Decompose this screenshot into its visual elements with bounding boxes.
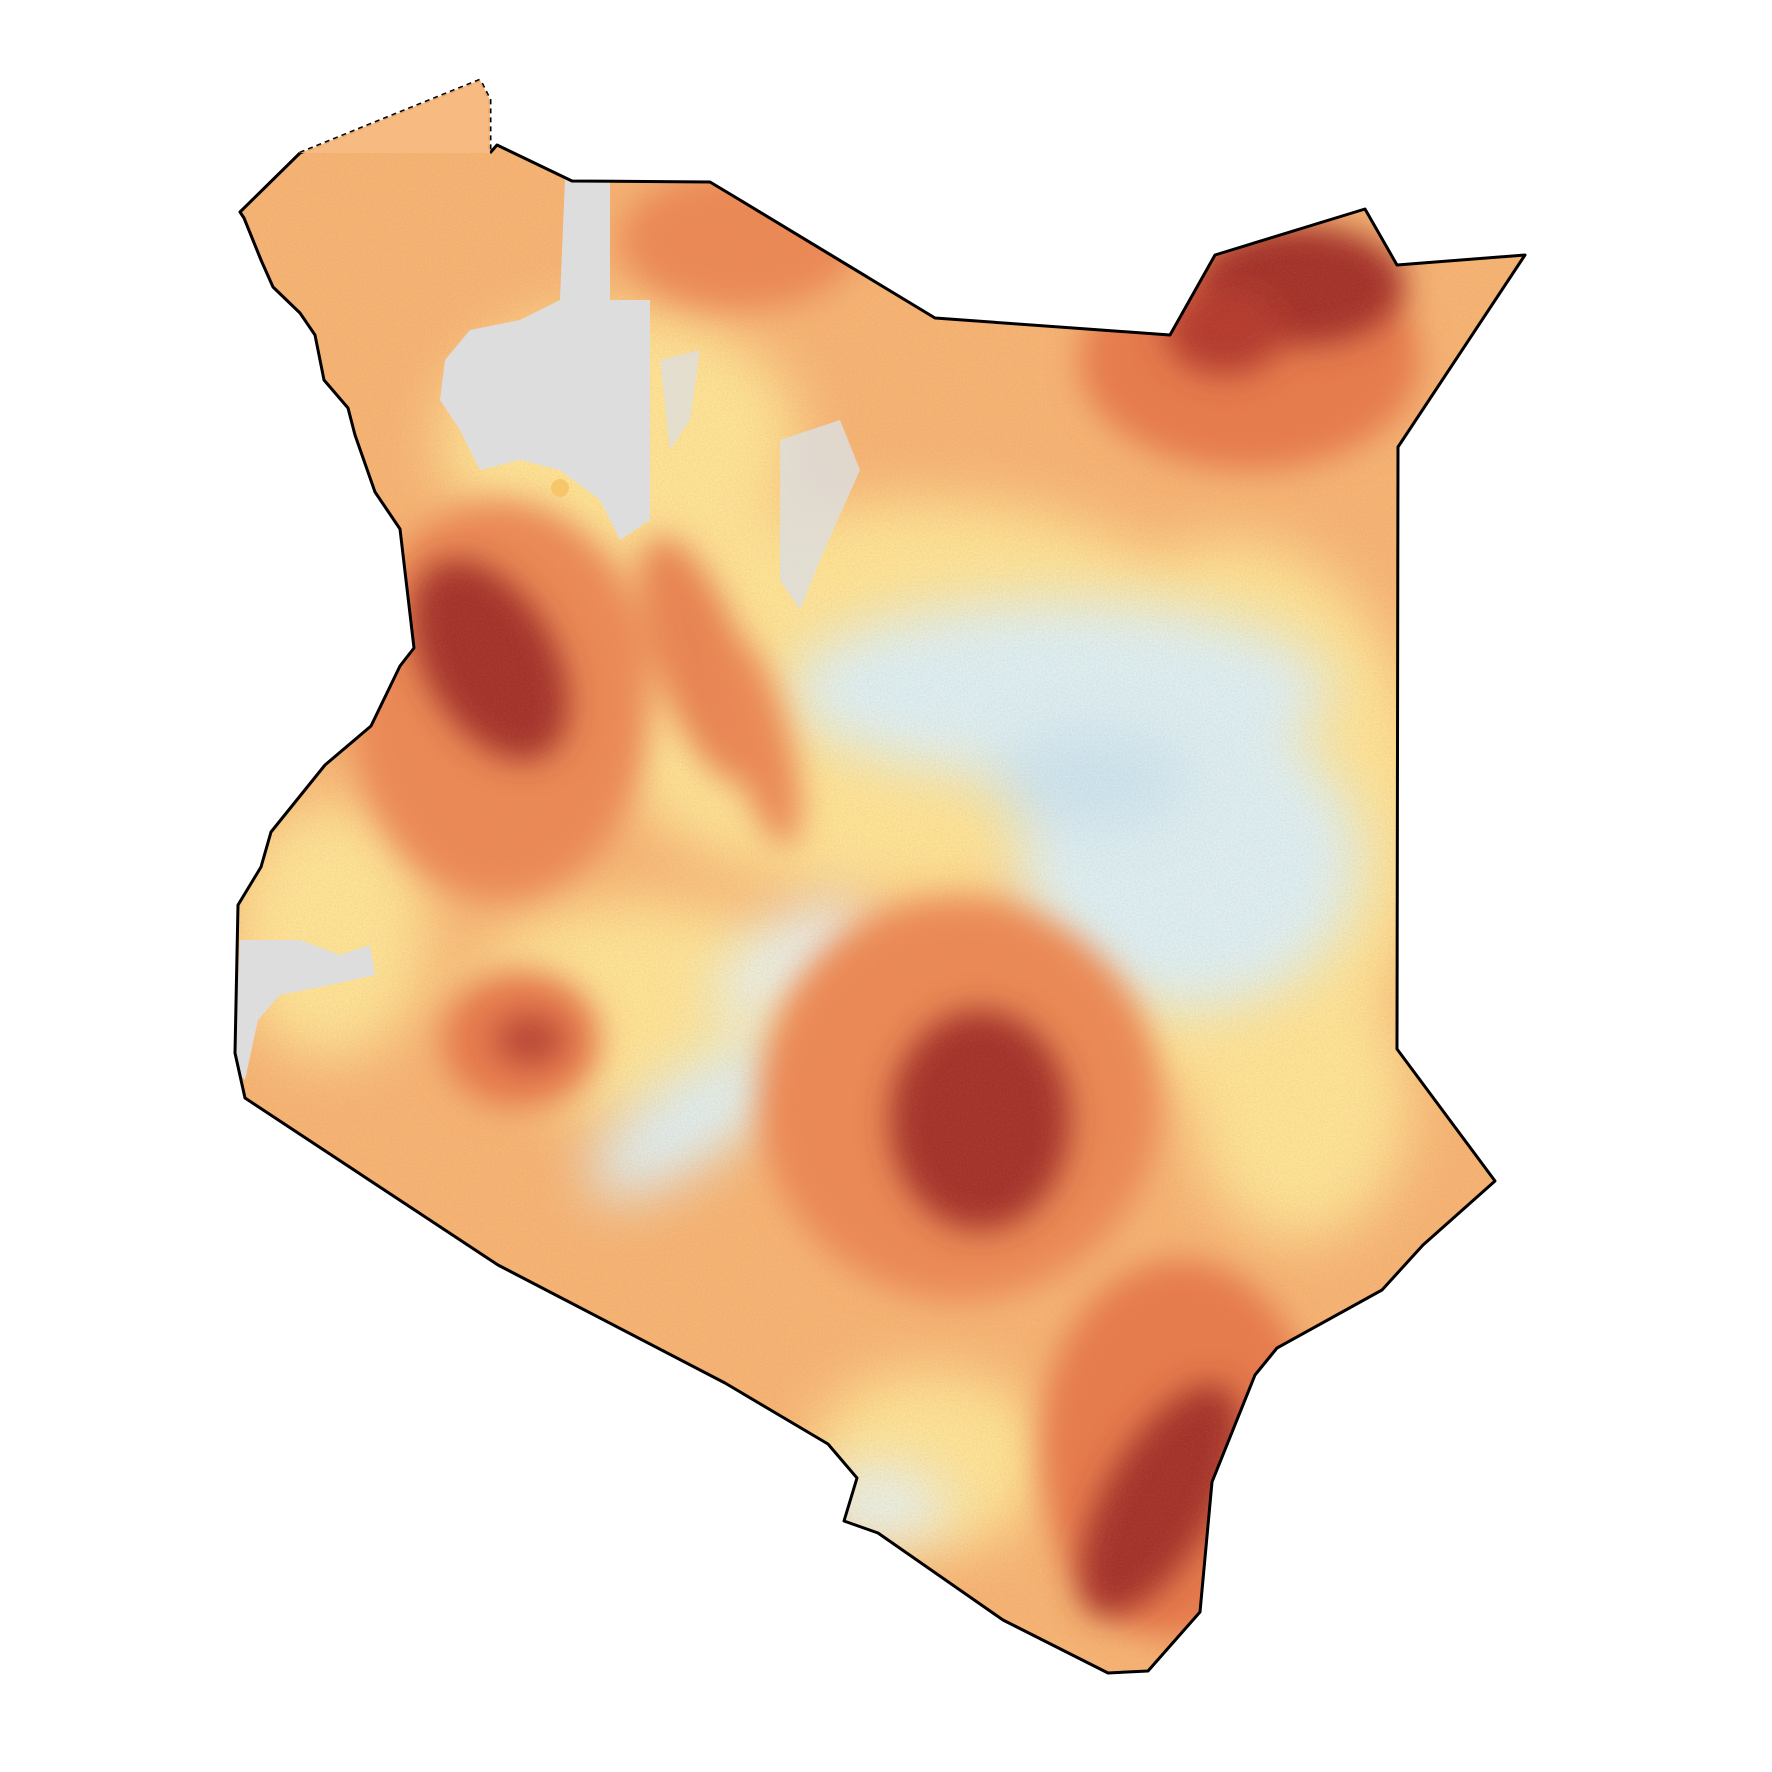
disputed-region-fill	[300, 80, 490, 153]
boundary-layer	[233, 78, 1527, 1675]
no-data-dot-1	[551, 479, 569, 497]
no-data-north-central	[440, 178, 650, 540]
no-data-zones	[236, 178, 860, 1080]
no-data-north-east-strip	[660, 350, 700, 450]
no-data-ridge	[780, 420, 860, 610]
no-data-west-border	[236, 940, 375, 1080]
country-outline	[233, 143, 1527, 1675]
